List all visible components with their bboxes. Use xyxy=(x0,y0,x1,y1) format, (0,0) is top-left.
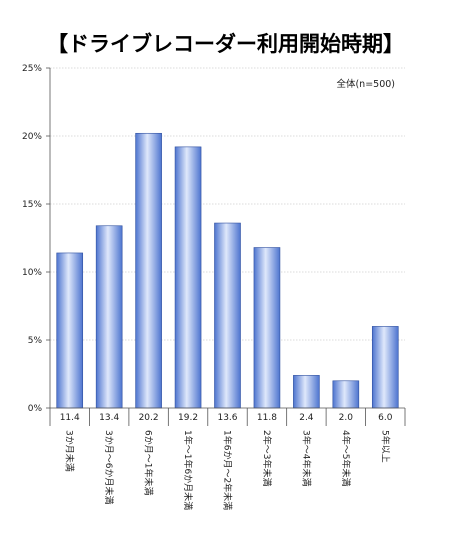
y-tick-labels: 0% 5% 10% 15% 20% 25% xyxy=(22,64,42,414)
category-label: 2年〜3年未満 xyxy=(261,430,273,486)
category-labels: 3か月未満 3か月〜6か月未満 6か月〜1年未満 1年〜1年6か月未満 1年6か月〜2年… xyxy=(64,430,392,510)
bars xyxy=(56,132,399,409)
bar xyxy=(214,222,241,409)
category-label: 3か月未満 xyxy=(64,430,76,472)
bar xyxy=(135,132,162,409)
value-label: 13.4 xyxy=(99,413,119,423)
value-label: 2.0 xyxy=(339,413,354,423)
sample-size-note: 全体(n=500) xyxy=(336,78,395,90)
value-labels: 11.4 13.4 20.2 19.2 13.6 11.8 2.4 2.0 6.0 xyxy=(60,413,393,423)
bar xyxy=(293,375,320,409)
bar xyxy=(174,146,202,409)
y-tick-label: 25% xyxy=(22,64,42,74)
bar xyxy=(371,326,399,409)
value-label: 19.2 xyxy=(178,413,198,423)
bar xyxy=(253,247,281,409)
y-tick-label: 5% xyxy=(28,336,43,346)
value-label: 20.2 xyxy=(139,413,159,423)
y-tick-label: 0% xyxy=(28,404,43,414)
value-label: 11.4 xyxy=(60,413,80,423)
axes xyxy=(49,68,406,426)
category-label: 3年〜4年未満 xyxy=(300,430,312,486)
category-label: 1年6か月〜2年未満 xyxy=(222,430,234,510)
chart-title: 【ドライブレコーダー利用開始時期】 xyxy=(47,32,404,56)
value-label: 13.6 xyxy=(217,413,237,423)
bar xyxy=(56,252,84,409)
bar xyxy=(95,225,123,409)
category-label: 4年〜5年未満 xyxy=(340,430,352,486)
value-label: 6.0 xyxy=(378,413,393,423)
category-label: 5年以上 xyxy=(379,430,391,463)
y-tick-label: 10% xyxy=(22,268,42,278)
y-tick-label: 20% xyxy=(22,132,42,142)
bar xyxy=(332,380,360,409)
category-label: 6か月〜1年未満 xyxy=(143,430,155,495)
category-label: 3か月〜6か月未満 xyxy=(103,430,115,504)
category-label: 1年〜1年6か月未満 xyxy=(182,430,194,510)
value-label: 2.4 xyxy=(299,413,314,423)
y-tick-label: 15% xyxy=(22,200,42,210)
value-label: 11.8 xyxy=(257,413,277,423)
